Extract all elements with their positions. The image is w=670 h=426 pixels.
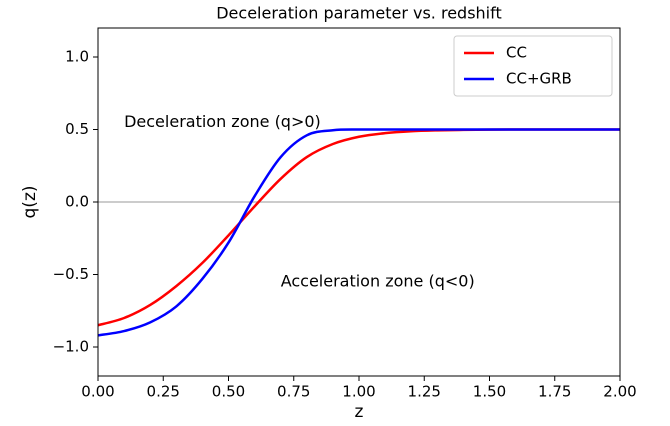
legend-box (453, 35, 613, 97)
x-tick-label: 1.00 (342, 383, 375, 401)
x-axis-label: z (355, 402, 364, 422)
x-tick-label: 2.00 (603, 383, 636, 401)
legend-label: CC+GRB (506, 70, 572, 88)
legend-label: CC (506, 44, 527, 62)
annotation: Deceleration zone (q>0) (124, 112, 321, 131)
annotation: Acceleration zone (q<0) (281, 271, 475, 290)
x-tick-label: 0.50 (212, 383, 245, 401)
series-line (97, 128, 620, 327)
x-tick-label: 1.25 (408, 383, 441, 401)
x-tick-label: 1.75 (538, 383, 571, 401)
x-tick-label: 1.50 (473, 383, 506, 401)
y-tick-label: −1.0 (53, 338, 89, 356)
y-tick-label: 1.0 (65, 48, 89, 66)
y-tick-label: 0.5 (65, 120, 89, 138)
y-axis-label: q(z) (20, 186, 40, 219)
y-tick-label: −0.5 (53, 265, 89, 283)
x-tick-label: 0.00 (81, 383, 114, 401)
chart-title: Deceleration parameter vs. redshift (216, 4, 502, 23)
series-line (97, 128, 620, 337)
y-tick-label: 0.0 (65, 193, 89, 211)
x-tick-label: 0.75 (277, 383, 310, 401)
x-tick-label: 0.25 (147, 383, 180, 401)
